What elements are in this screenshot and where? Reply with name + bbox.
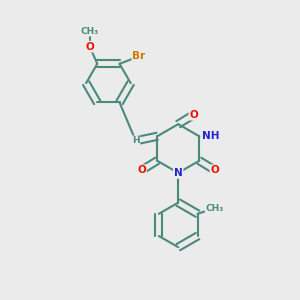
Text: O: O [189,110,198,120]
Text: O: O [210,165,219,175]
Text: Br: Br [132,51,146,62]
Text: H: H [132,136,140,145]
Text: O: O [85,42,94,52]
Text: N: N [174,168,183,178]
Text: NH: NH [202,131,219,141]
Text: O: O [137,165,146,175]
Text: CH₃: CH₃ [206,204,224,213]
Text: CH₃: CH₃ [81,27,99,36]
